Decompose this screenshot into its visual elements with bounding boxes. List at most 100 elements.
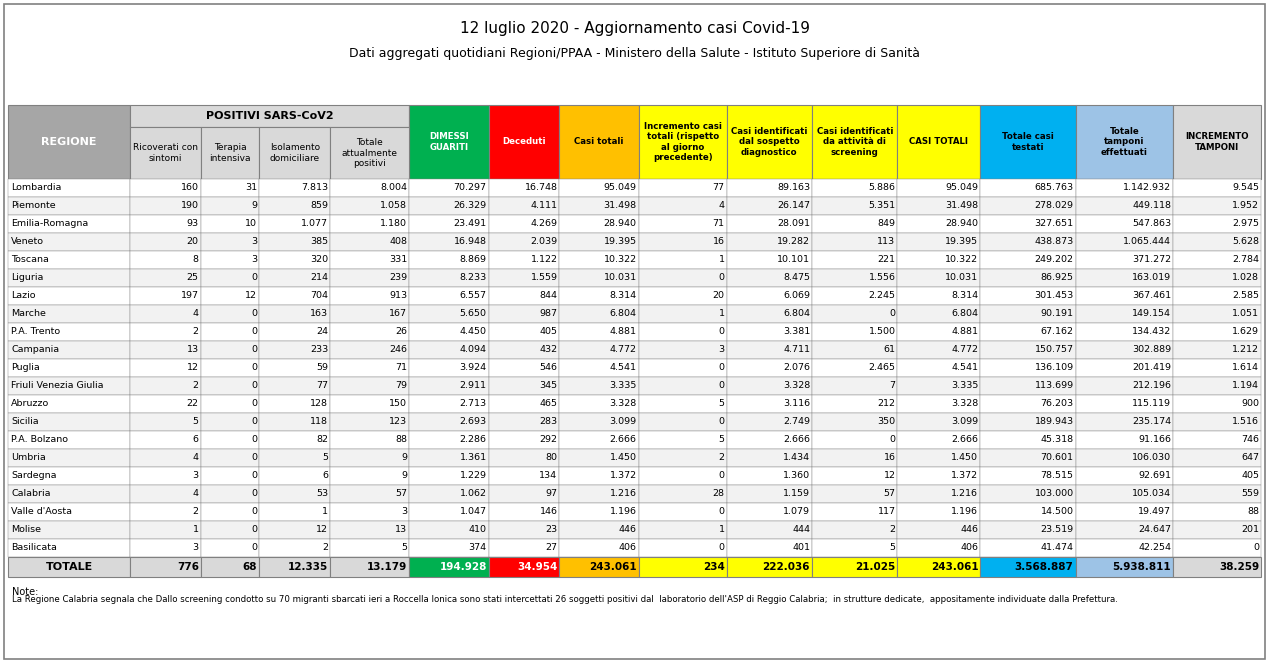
- Bar: [410, 431, 489, 449]
- Bar: [638, 539, 727, 557]
- Text: 12: 12: [187, 363, 199, 373]
- Bar: [8, 179, 129, 197]
- Bar: [638, 413, 727, 431]
- Bar: [1173, 269, 1261, 287]
- Bar: [1076, 269, 1173, 287]
- Bar: [8, 269, 129, 287]
- Bar: [812, 377, 897, 395]
- Text: 320: 320: [310, 255, 329, 265]
- Text: 350: 350: [877, 418, 896, 426]
- Bar: [897, 105, 981, 179]
- Bar: [560, 413, 638, 431]
- Bar: [981, 395, 1076, 413]
- Bar: [201, 179, 259, 197]
- Bar: [897, 251, 981, 269]
- Text: 2.713: 2.713: [459, 400, 487, 408]
- Text: 77: 77: [713, 184, 725, 192]
- Bar: [727, 431, 812, 449]
- Text: 4.541: 4.541: [610, 363, 637, 373]
- Text: 1: 1: [718, 526, 725, 534]
- Bar: [1076, 467, 1173, 485]
- Text: 278.029: 278.029: [1034, 202, 1074, 210]
- Text: 1.180: 1.180: [381, 219, 407, 229]
- Text: 2.666: 2.666: [610, 436, 637, 444]
- Bar: [330, 251, 410, 269]
- Bar: [638, 105, 727, 179]
- Bar: [727, 521, 812, 539]
- Text: Campania: Campania: [11, 345, 60, 355]
- Bar: [560, 105, 638, 179]
- Bar: [812, 269, 897, 287]
- Bar: [201, 251, 259, 269]
- Bar: [638, 323, 727, 341]
- Bar: [812, 197, 897, 215]
- Text: 371.272: 371.272: [1132, 255, 1171, 265]
- Bar: [1173, 377, 1261, 395]
- Text: 1.629: 1.629: [1232, 328, 1259, 337]
- Bar: [1173, 215, 1261, 233]
- Text: Basilicata: Basilicata: [11, 544, 57, 552]
- Bar: [727, 503, 812, 521]
- Bar: [129, 305, 201, 323]
- Bar: [259, 287, 330, 305]
- Bar: [489, 557, 560, 577]
- Text: 3: 3: [193, 544, 199, 552]
- Bar: [129, 377, 201, 395]
- Text: 2: 2: [193, 507, 199, 516]
- Text: 5: 5: [193, 418, 199, 426]
- Text: 31.498: 31.498: [604, 202, 637, 210]
- Text: 4.450: 4.450: [459, 328, 487, 337]
- Text: 406: 406: [619, 544, 637, 552]
- Bar: [1076, 395, 1173, 413]
- Bar: [812, 341, 897, 359]
- Bar: [727, 251, 812, 269]
- Bar: [638, 395, 727, 413]
- Text: 5: 5: [890, 544, 896, 552]
- Text: 1.450: 1.450: [952, 453, 978, 463]
- Bar: [410, 305, 489, 323]
- Bar: [897, 521, 981, 539]
- Text: 0: 0: [251, 526, 258, 534]
- Text: 38.259: 38.259: [1220, 562, 1259, 572]
- Text: 849: 849: [877, 219, 896, 229]
- Bar: [489, 269, 560, 287]
- Bar: [812, 233, 897, 251]
- Text: 68: 68: [242, 562, 258, 572]
- Bar: [897, 557, 981, 577]
- Text: 88: 88: [1247, 507, 1259, 516]
- Bar: [981, 503, 1076, 521]
- Text: 3.335: 3.335: [609, 381, 637, 391]
- Bar: [897, 377, 981, 395]
- Bar: [560, 305, 638, 323]
- Text: 90.191: 90.191: [1041, 310, 1074, 318]
- Bar: [259, 323, 330, 341]
- Bar: [1076, 413, 1173, 431]
- Text: 21.025: 21.025: [855, 562, 896, 572]
- Bar: [981, 521, 1076, 539]
- Bar: [560, 557, 638, 577]
- Bar: [410, 197, 489, 215]
- Bar: [489, 467, 560, 485]
- Text: Terapia
intensiva: Terapia intensiva: [209, 143, 251, 162]
- Bar: [981, 269, 1076, 287]
- Bar: [201, 521, 259, 539]
- Text: 2: 2: [193, 381, 199, 391]
- Bar: [981, 305, 1076, 323]
- Bar: [129, 503, 201, 521]
- Bar: [1076, 557, 1173, 577]
- Text: 2: 2: [890, 526, 896, 534]
- Text: 24: 24: [316, 328, 329, 337]
- Text: 23: 23: [546, 526, 557, 534]
- Bar: [330, 557, 410, 577]
- Text: 647: 647: [1241, 453, 1259, 463]
- Text: 2.784: 2.784: [1232, 255, 1259, 265]
- Text: 7: 7: [890, 381, 896, 391]
- Text: 0: 0: [890, 310, 896, 318]
- Text: 0: 0: [251, 436, 258, 444]
- Text: 167: 167: [390, 310, 407, 318]
- Text: 0: 0: [718, 328, 725, 337]
- Bar: [1173, 105, 1261, 179]
- Text: Friuli Venezia Giulia: Friuli Venezia Giulia: [11, 381, 104, 391]
- Text: 103.000: 103.000: [1034, 489, 1074, 499]
- Bar: [1173, 431, 1261, 449]
